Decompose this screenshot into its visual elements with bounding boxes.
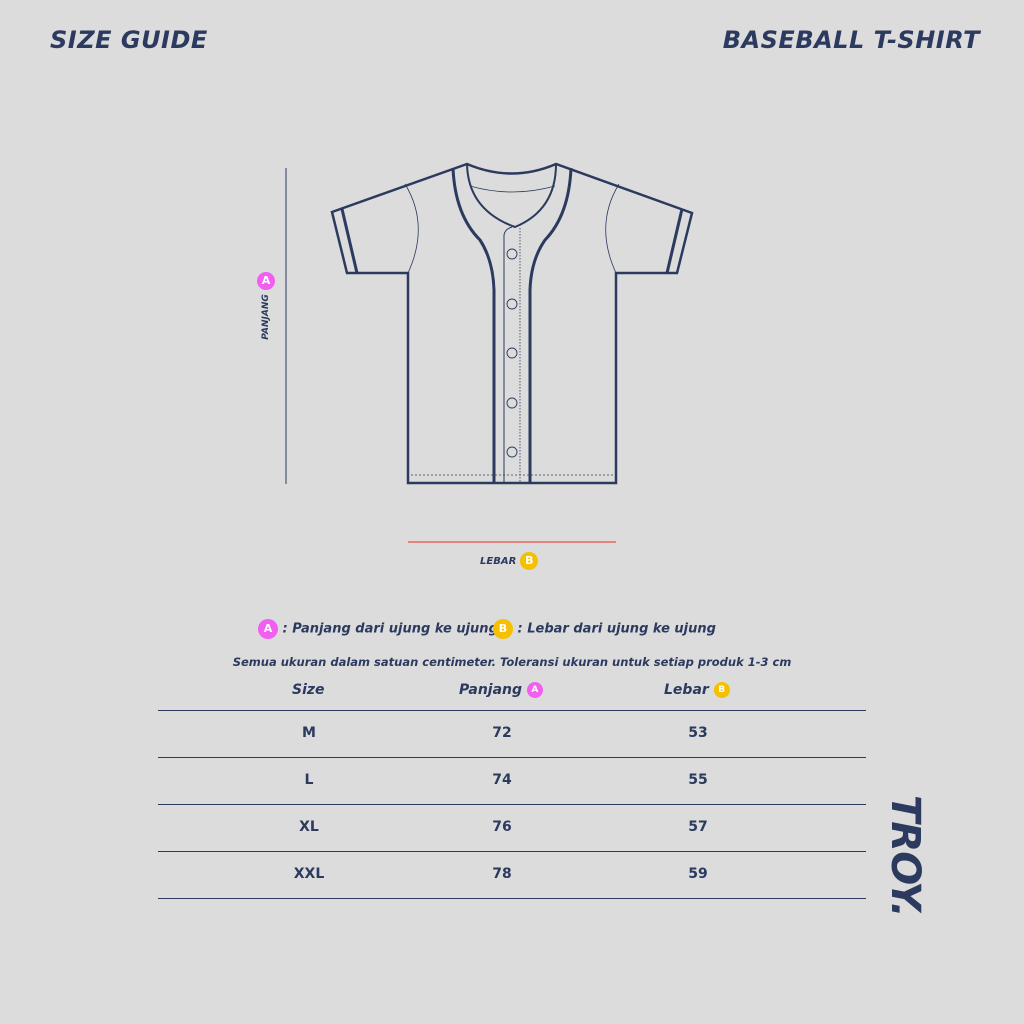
badge-a: A <box>526 682 543 698</box>
length-label-group: PANJANG A <box>256 266 276 346</box>
header-size: Size <box>292 682 325 698</box>
length-label: PANJANG <box>261 294 271 340</box>
table-row: M 72 53 <box>158 711 866 758</box>
badge-a: A <box>257 272 275 291</box>
legend-a-text: : Panjang dari ujung ke ujung <box>282 621 498 637</box>
cell-panjang: 74 <box>492 772 512 788</box>
cell-panjang: 78 <box>492 866 512 882</box>
cell-size: M <box>302 725 316 741</box>
legend-a: A : Panjang dari ujung ke ujung <box>258 619 498 639</box>
product-title: BASEBALL T-SHIRT <box>722 26 980 54</box>
header-panjang-label: Panjang <box>459 682 523 698</box>
cell-panjang: 72 <box>492 725 512 741</box>
legend-b-text: : Lebar dari ujung ke ujung <box>517 621 716 637</box>
cell-lebar: 53 <box>688 725 708 741</box>
header-lebar: Lebar B <box>664 682 730 698</box>
brand-logo: TROY. <box>882 795 928 917</box>
badge-a: A <box>258 619 278 639</box>
badge-b: B <box>493 619 513 639</box>
shirt-diagram <box>285 162 694 543</box>
table-row: XL 76 57 <box>158 805 866 852</box>
cell-panjang: 76 <box>492 819 512 835</box>
table-row: XXL 78 59 <box>158 852 866 899</box>
badge-b: B <box>713 682 730 698</box>
cell-size: XL <box>299 819 319 835</box>
measurement-note: Semua ukuran dalam satuan centimeter. To… <box>232 655 792 669</box>
legend-b: B : Lebar dari ujung ke ujung <box>493 619 716 639</box>
header-panjang: Panjang A <box>459 682 543 698</box>
header-lebar-label: Lebar <box>664 682 709 698</box>
cell-lebar: 59 <box>688 866 708 882</box>
cell-size: XXL <box>293 866 325 882</box>
width-label-group: LEBAR B <box>480 552 539 570</box>
cell-lebar: 55 <box>688 772 708 788</box>
width-label: LEBAR <box>480 555 517 567</box>
table-row: L 74 55 <box>158 758 866 805</box>
shirt-outline <box>330 162 694 485</box>
cell-lebar: 57 <box>688 819 708 835</box>
badge-b: B <box>520 552 539 570</box>
table-top-rule <box>158 710 866 711</box>
size-guide-title: SIZE GUIDE <box>50 26 208 54</box>
cell-size: L <box>304 772 314 788</box>
